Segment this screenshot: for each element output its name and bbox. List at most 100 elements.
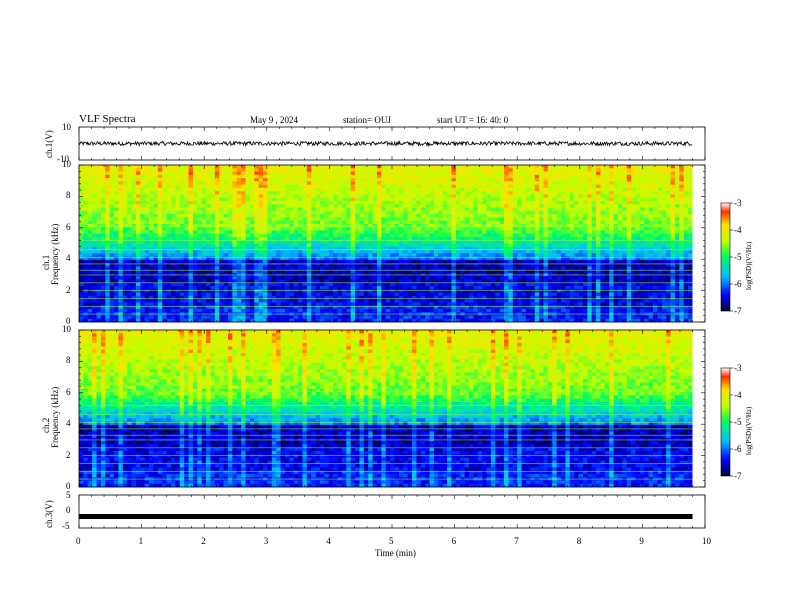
spectrogram-cell [223,292,229,297]
spectrogram-cell [438,233,443,238]
spectrogram-cell [114,305,119,310]
spectrogram-cell [276,256,281,261]
spectrogram-cell [105,256,110,261]
spectrogram-cell [433,178,439,182]
spectrogram-cell [477,276,483,280]
spectrogram-cell [302,240,308,244]
spectrogram-cell [341,266,347,270]
spectrogram-cell [460,302,465,306]
spectrogram-cell [267,315,273,320]
spectrogram-cell [157,184,163,189]
spectrogram-cell [455,174,461,179]
spectrogram-cell [320,289,325,293]
spectrogram-cell [184,308,189,313]
spectrogram-cell [412,305,417,310]
spectrogram-cell [206,168,211,172]
spectrogram-cell [464,305,470,310]
spectrogram-cell [214,286,220,290]
spectrogram-cell [429,259,435,264]
spectrogram-cell [455,299,461,303]
spectrogram-cell [171,168,176,172]
spectrogram-cell [271,178,277,182]
spectrogram-cell [368,259,373,264]
spectrogram-cell [447,289,452,293]
spectrogram-cell [254,299,259,303]
spectrogram-cell [214,191,220,195]
spectrogram-cell [328,282,334,287]
spectrogram-cell [100,174,106,179]
spectrogram-cell [284,305,290,310]
spectrogram-cell [131,299,137,303]
spectrogram-cell [372,308,378,313]
spectrogram-cell [433,308,439,313]
spectrogram-cell [482,214,487,218]
spectrogram-cell [232,256,238,261]
spectrogram-cell [280,236,286,241]
spectrogram-cell [495,259,500,264]
spectrogram-cell [460,256,465,261]
spectrogram-cell [276,184,281,189]
spectrogram-cell [381,227,387,231]
spectrogram-cell [201,197,207,202]
spectrogram-cell [171,187,176,192]
spectrogram-cell [245,286,251,290]
spectrogram-cell [381,266,387,270]
spectrogram-cell [359,318,365,323]
spectrogram-cell [416,250,422,254]
spectrogram-cell [328,165,334,169]
spectrogram-cell [149,174,154,179]
spectrogram-cell [455,259,461,264]
spectrogram-cell [284,181,290,185]
spectrogram-cell [438,236,443,241]
spectrogram-cell [425,302,430,306]
spectrogram-cell [232,187,238,192]
spectrogram-cell [271,308,277,313]
spectrogram-cell [442,214,448,218]
spectrogram-cell [122,279,128,284]
spectrogram-cell [214,168,220,172]
spectrogram-cell [276,236,281,241]
spectrogram-cell [504,292,509,297]
spectrogram-cell [122,191,128,195]
spectrogram-cell [162,181,167,185]
spectrogram-cell [416,289,422,293]
spectrogram-cell [276,210,281,215]
spectrogram-cell [232,171,238,176]
spectrogram-cell [495,295,500,300]
spectrogram-cell [337,223,343,228]
spectrogram-cell [521,299,527,303]
spectrogram-cell [517,223,522,228]
spectrogram-cell [315,250,321,254]
spectrogram-cell [171,266,176,270]
spectrogram-cell [223,308,229,313]
spectrogram-cell [153,168,159,172]
spectrogram-cell [508,187,514,192]
spectrogram-cell [122,299,128,303]
spectrogram-cell [263,263,268,267]
spectrogram-cell [390,240,395,244]
spectrogram-cell [135,171,141,176]
spectrogram-cell [184,207,189,212]
spectrogram-cell [175,243,181,248]
spectrogram-cell [499,295,505,300]
spectrogram-cell [105,266,110,270]
spectrogram-cell [100,295,106,300]
spectrogram-cell [131,292,137,297]
spectrogram-cell [214,174,220,179]
spectrogram-cell [214,266,220,270]
spectrogram-cell [490,210,496,215]
spectrogram-cell [162,178,167,182]
spectrogram-cell [210,184,216,189]
spectrogram-cell [223,210,229,215]
spectrogram-cell [385,259,391,264]
spectrogram-cell [188,308,194,313]
spectrogram-cell [451,200,457,205]
spectrogram-cell [144,227,150,231]
spectrogram-cell [157,302,163,306]
spectrogram-cell [302,207,308,212]
spectrogram-cell [355,174,360,179]
spectrogram-cell [254,227,259,231]
spectrogram-cell [157,315,163,320]
spectrogram-cell [346,292,351,297]
spectrogram-cell [482,318,487,323]
